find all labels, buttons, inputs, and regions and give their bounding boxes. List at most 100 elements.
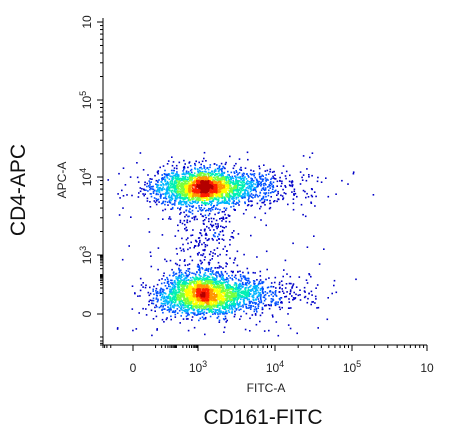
event-point	[246, 194, 249, 197]
event-point	[271, 177, 273, 179]
event-point	[299, 183, 302, 185]
event-point	[259, 282, 262, 285]
event-point	[180, 273, 183, 276]
event-point	[223, 307, 225, 310]
event-point	[250, 300, 252, 303]
event-point	[232, 199, 235, 201]
event-point	[207, 178, 210, 181]
event-point	[235, 192, 238, 195]
event-point	[180, 200, 183, 203]
event-point	[292, 299, 294, 301]
event-point	[243, 189, 245, 191]
event-point	[107, 179, 109, 181]
event-point	[261, 197, 263, 200]
event-point	[192, 291, 194, 294]
event-point	[287, 313, 289, 315]
event-point	[178, 203, 180, 205]
event-point	[198, 307, 201, 309]
event-point	[183, 285, 186, 287]
event-point	[249, 190, 252, 193]
event-point	[265, 224, 267, 227]
event-point	[207, 280, 209, 282]
event-point	[175, 272, 178, 275]
event-point	[230, 186, 233, 189]
event-point	[178, 185, 181, 187]
event-point	[249, 186, 251, 188]
event-point	[131, 194, 133, 197]
event-point	[233, 202, 235, 205]
event-point	[191, 206, 194, 208]
event-point	[187, 182, 189, 185]
event-point	[237, 297, 239, 300]
event-point	[183, 180, 186, 183]
event-point	[274, 190, 276, 192]
event-point	[206, 281, 209, 284]
event-point	[289, 290, 292, 293]
event-point	[176, 253, 178, 255]
event-point	[189, 247, 191, 249]
event-point	[190, 176, 192, 178]
event-point	[164, 302, 166, 304]
event-point	[266, 292, 269, 294]
event-point	[217, 261, 220, 264]
event-point	[189, 286, 192, 288]
event-point	[191, 297, 193, 300]
event-point	[218, 275, 221, 277]
event-point	[204, 300, 207, 303]
event-point	[216, 294, 219, 296]
event-point	[186, 180, 188, 183]
event-point	[299, 171, 302, 173]
event-point	[185, 292, 187, 295]
event-point	[247, 307, 250, 309]
event-point	[254, 306, 257, 308]
event-point	[194, 176, 196, 179]
event-point	[243, 301, 245, 304]
event-point	[152, 290, 154, 292]
event-point	[250, 182, 252, 184]
event-point	[170, 194, 173, 197]
event-point	[244, 290, 246, 293]
event-point	[178, 294, 181, 297]
event-point	[223, 297, 225, 300]
event-point	[223, 292, 226, 294]
event-point	[218, 190, 221, 192]
event-point	[210, 177, 213, 180]
event-point	[236, 264, 239, 267]
event-point	[241, 285, 243, 287]
event-point	[213, 163, 216, 165]
event-point	[171, 180, 174, 183]
event-point	[174, 202, 176, 204]
event-point	[194, 245, 196, 247]
event-point	[191, 198, 194, 201]
event-point	[185, 300, 187, 303]
event-point	[264, 189, 267, 191]
event-point	[228, 284, 230, 286]
event-point	[185, 229, 188, 232]
event-point	[229, 239, 231, 241]
event-point	[185, 179, 188, 181]
event-point	[218, 179, 221, 182]
event-point	[219, 177, 221, 180]
event-point	[200, 275, 202, 278]
event-point	[174, 316, 177, 318]
event-point	[164, 169, 166, 172]
event-point	[196, 296, 198, 299]
event-point	[208, 305, 210, 308]
event-point	[310, 275, 312, 278]
event-point	[166, 282, 169, 284]
event-point	[241, 281, 244, 284]
event-point	[221, 167, 224, 170]
event-point	[157, 299, 159, 302]
event-point	[249, 173, 252, 175]
event-point	[238, 279, 240, 282]
event-point	[269, 199, 271, 202]
event-point	[179, 276, 182, 278]
event-point	[163, 197, 165, 199]
event-point	[254, 313, 257, 315]
event-point	[193, 297, 196, 299]
event-point	[260, 301, 263, 304]
event-point	[264, 182, 266, 185]
event-point	[213, 312, 216, 314]
event-point	[243, 193, 245, 196]
event-point	[228, 294, 231, 297]
